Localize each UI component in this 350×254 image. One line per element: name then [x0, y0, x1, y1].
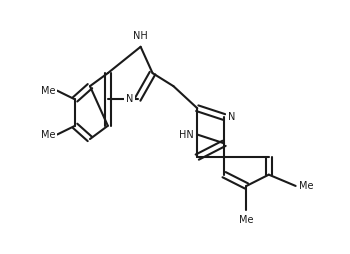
Text: HN: HN [179, 130, 194, 139]
Text: N: N [228, 112, 235, 122]
Text: Me: Me [299, 181, 313, 191]
Text: N: N [126, 94, 133, 104]
Text: Me: Me [239, 215, 254, 225]
Text: NH: NH [133, 30, 148, 40]
Text: Me: Me [41, 86, 56, 96]
Text: Me: Me [41, 130, 56, 139]
